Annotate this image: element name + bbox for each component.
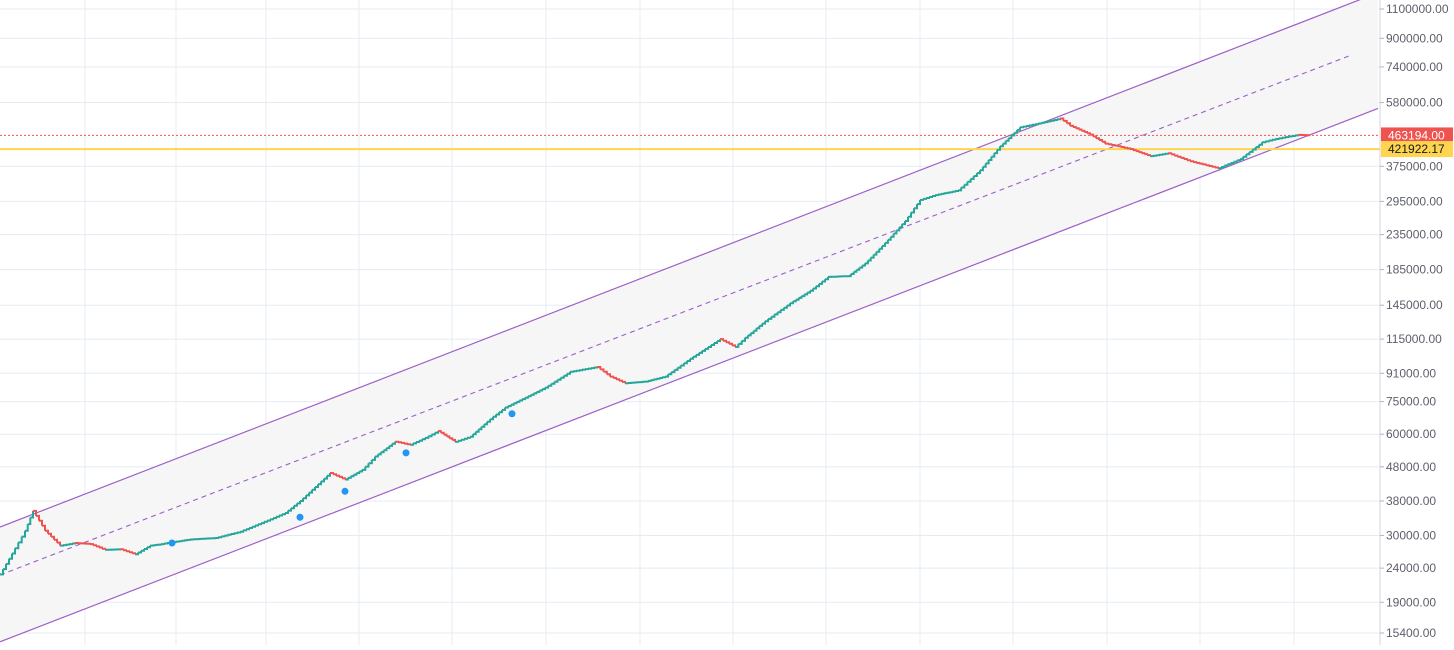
axis-tick-label: 375000.00 <box>1386 159 1443 173</box>
axis-tick-label: 235000.00 <box>1386 228 1443 242</box>
support-price-label-bg <box>1381 141 1453 158</box>
axis-tick-label: 145000.00 <box>1386 298 1443 312</box>
axis-tick-label: 185000.00 <box>1386 263 1443 277</box>
channel-lower-line[interactable] <box>0 107 1379 643</box>
axis-tick-label: 91000.00 <box>1386 366 1436 380</box>
signal-marker[interactable] <box>508 410 516 418</box>
axis-tick-label: 24000.00 <box>1386 561 1436 575</box>
channel-middle-line[interactable] <box>0 55 1351 576</box>
last-price-label-bg <box>1381 127 1453 144</box>
axis-tick-label: 295000.00 <box>1386 194 1443 208</box>
axis-tick-label: 38000.00 <box>1386 494 1436 508</box>
axis-tick-label: 900000.00 <box>1386 31 1443 45</box>
price-up-segments <box>0 118 1299 576</box>
signal-marker[interactable] <box>168 539 176 547</box>
price-series <box>0 117 1311 576</box>
regression-channel[interactable] <box>0 0 1379 643</box>
axis-tick-label: 48000.00 <box>1386 460 1436 474</box>
price-down-segments <box>33 117 1311 555</box>
axis-tick-label: 75000.00 <box>1386 395 1436 409</box>
channel-upper-line[interactable] <box>0 0 1378 528</box>
horizontal-price-lines <box>0 134 1380 151</box>
last-price-label: 463194.00 <box>1388 128 1445 142</box>
axis-tick-label: 15400.00 <box>1386 626 1436 640</box>
axis-tick-label: 1100000.00 <box>1386 2 1449 16</box>
support-price-label: 421922.17 <box>1388 142 1445 156</box>
signal-marker[interactable] <box>341 487 349 495</box>
axis-tick-label: 30000.00 <box>1386 529 1436 543</box>
channel-fill <box>0 0 1378 642</box>
axis-tick-label: 19000.00 <box>1386 595 1436 609</box>
signal-marker[interactable] <box>402 449 410 457</box>
signal-markers <box>168 410 516 547</box>
axis-tick-label: 60000.00 <box>1386 427 1436 441</box>
price-axis[interactable]: 1100000.00 900000.00 740000.00 580000.00 375… <box>1379 0 1453 645</box>
vertical-grid <box>84 0 1295 645</box>
axis-tick-label: 115000.00 <box>1386 332 1442 346</box>
axis-tick-label: 740000.00 <box>1386 60 1443 74</box>
signal-marker[interactable] <box>296 513 304 521</box>
axis-tick-label: 580000.00 <box>1386 96 1443 110</box>
